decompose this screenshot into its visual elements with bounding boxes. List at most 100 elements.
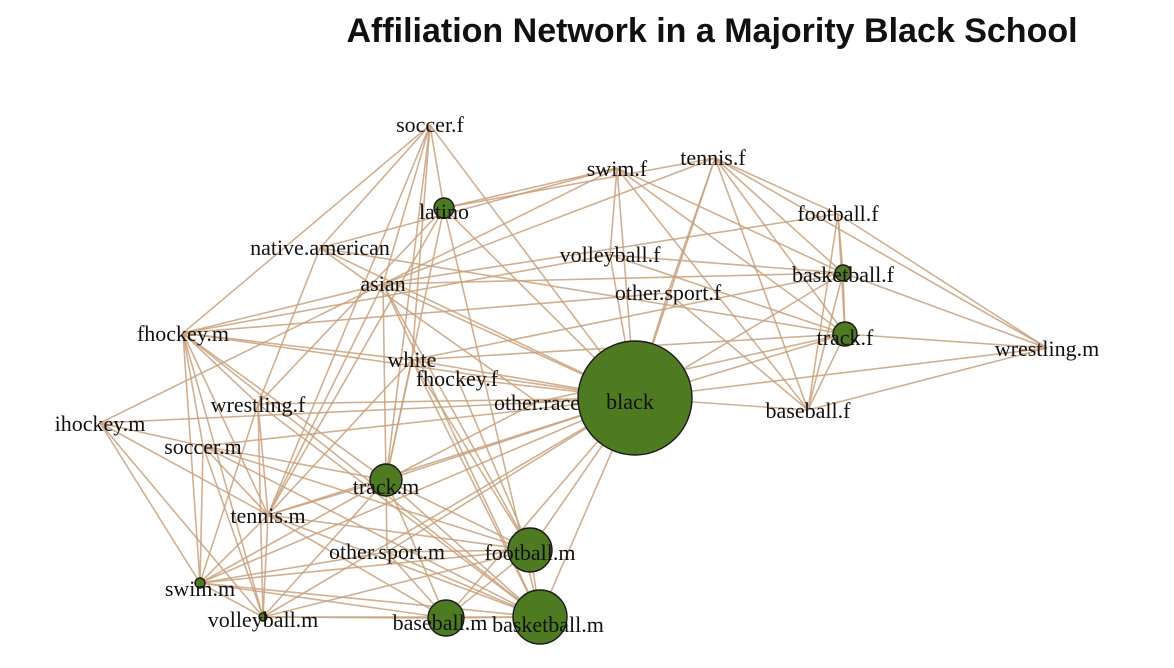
edge-tennis.f-track.f	[714, 157, 846, 335]
node-label-latino: latino	[419, 199, 469, 224]
edge-white-track.m	[385, 359, 413, 481]
edge-track.m-baseball.m	[385, 479, 447, 619]
edge-black-tennis.m	[267, 397, 636, 516]
edge-tennis.m-basketball.m	[267, 514, 541, 618]
edge-black-ihockey.m	[99, 397, 636, 424]
edge-tennis.f-basketball.f	[714, 157, 844, 274]
edge-swim.m-baseball.m	[199, 582, 447, 619]
edge-white-football.m	[411, 359, 531, 551]
edge-native.american-other.race	[319, 247, 538, 403]
node-label-asian: asian	[360, 271, 405, 296]
edge-swim.m-volleyball.m	[199, 582, 264, 618]
edge-black-volleyball.m	[262, 397, 636, 618]
node-label-baseball-f: baseball.f	[766, 398, 852, 423]
edge-swim.f-volleyball.f	[609, 167, 618, 256]
edge-soccer.m-football.m	[202, 445, 531, 551]
node-label-football-f: football.f	[797, 201, 879, 226]
edge-football.f-baseball.f	[807, 213, 839, 411]
edge-native.american-black	[319, 247, 636, 399]
edge-other.sport.m-swim.m	[199, 551, 388, 584]
edge-ihockey.m-volleyball.m	[99, 422, 264, 618]
edge-tennis.f-wrestling.m	[714, 157, 1048, 349]
edge-soccer.f-latino	[429, 124, 445, 209]
node-label-ihockey-m: ihockey.m	[55, 411, 146, 436]
edge-black-wrestling.f	[257, 397, 636, 405]
node-layer	[194, 197, 858, 645]
node-label-swim-f: swim.f	[587, 156, 648, 181]
edge-soccer.f-native.american	[319, 124, 431, 249]
edge-soccer.f-track.m	[385, 124, 431, 481]
edge-soccer.f-white	[411, 124, 431, 361]
edge-other.sport.f-baseball.f	[667, 292, 809, 411]
edge-swim.m-basketball.m	[199, 582, 541, 618]
edge-tennis.f-football.f	[714, 157, 839, 215]
node-label-track-m: track.m	[353, 474, 420, 499]
edge-volleyball.m-baseball.m	[262, 616, 447, 619]
node-track-m	[369, 463, 403, 497]
edge-white-basketball.m	[411, 359, 541, 618]
edge-other.sport.m-basketball.m	[386, 551, 541, 618]
edge-football.m-volleyball.m	[262, 549, 531, 618]
edge-fhockey.f-football.m	[456, 377, 531, 551]
edge-other.sport.f-fhockey.m	[182, 292, 669, 334]
node-label-wrestling-f: wrestling.f	[211, 392, 306, 417]
edge-volleyball.f-fhockey.m	[182, 254, 611, 334]
edge-swim.f-track.f	[616, 167, 846, 335]
edge-fhockey.m-white	[182, 332, 413, 361]
label-layer: soccer.f tennis.f swim.f latino football.f na…	[55, 112, 1100, 637]
edge-volleyball.f-track.f	[609, 254, 846, 335]
edge-track.f-baseball.f	[807, 333, 846, 411]
edge-track.m-tennis.m	[267, 479, 387, 516]
node-label-other-race: other.race	[494, 390, 580, 415]
edge-tennis.f-asian	[382, 157, 716, 285]
node-swim-m	[194, 577, 206, 589]
edge-basketball.f-wrestling.m	[842, 272, 1048, 349]
edge-fhockey.m-volleyball.m	[182, 332, 264, 618]
node-label-native-american: native.american	[250, 235, 390, 260]
edge-wrestling.f-volleyball.m	[257, 403, 264, 618]
node-label-football-m: football.m	[484, 540, 575, 565]
node-label-wrestling-m: wrestling.m	[995, 336, 1100, 361]
node-label-basketball-m: basketball.m	[492, 612, 604, 637]
node-label-fhockey-m: fhockey.m	[137, 321, 229, 346]
node-label-other-sport-f: other.sport.f	[615, 280, 722, 305]
node-label-soccer-m: soccer.m	[164, 434, 242, 459]
edge-track.m-basketball.m	[385, 479, 541, 618]
edge-ihockey.m-tennis.m	[99, 422, 269, 516]
chart-title: Affiliation Network in a Majority Black …	[346, 12, 1078, 50]
edge-basketball.f-white	[411, 272, 844, 361]
node-label-basketball-f: basketball.f	[792, 262, 895, 287]
edge-native.american-wrestling.f	[257, 247, 321, 405]
edge-swim.f-native.american	[319, 167, 618, 249]
edge-tennis.m-swim.m	[199, 514, 269, 584]
edge-tennis.m-football.m	[267, 514, 531, 551]
edge-fhockey.m-tennis.m	[182, 332, 269, 516]
edge-asian-tennis.m	[267, 283, 384, 516]
edge-wrestling.m-black	[634, 347, 1048, 399]
edge-black-soccer.m	[202, 397, 636, 447]
edge-asian-football.m	[382, 283, 531, 551]
edge-other.sport.m-football.m	[386, 549, 531, 553]
edge-native.american-track.f	[319, 247, 846, 335]
edge-basketball.f-asian	[382, 272, 844, 285]
node-label-white: white	[388, 347, 437, 372]
edge-soccer.m-swim.m	[199, 445, 204, 584]
node-label-black: black	[606, 389, 654, 414]
node-track-f	[832, 321, 858, 347]
edge-tennis.f-other.sport.f	[667, 157, 716, 294]
node-label-tennis-m: tennis.m	[230, 503, 305, 528]
edge-soccer.f-fhockey.m	[182, 124, 431, 334]
edge-asian-ihockey.m	[99, 283, 384, 424]
edge-track.m-swim.m	[199, 479, 387, 584]
edge-football.f-wrestling.m	[837, 213, 1048, 349]
node-football-m	[507, 527, 553, 573]
node-volleyball-m	[258, 612, 268, 622]
edge-football.m-swim.m	[199, 549, 531, 584]
edge-asian-fhockey.m	[182, 283, 384, 334]
edge-soccer.m-tennis.m	[202, 445, 269, 516]
node-basketball-f	[834, 264, 852, 282]
node-label-baseball-m: baseball.m	[393, 610, 488, 635]
node-label-swim-m: swim.m	[165, 576, 235, 601]
edge-black-swim.m	[199, 397, 636, 584]
